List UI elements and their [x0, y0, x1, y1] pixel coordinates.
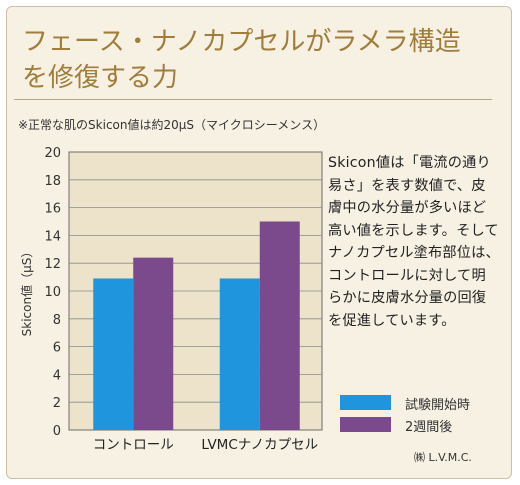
credit-text: ㈱ L.V.M.C. [414, 451, 472, 464]
bar-series-1 [93, 278, 134, 430]
y-tick-label: 14 [44, 229, 61, 244]
y-tick-label: 12 [44, 257, 61, 272]
bar-series-1 [219, 278, 260, 430]
y-axis-label: Skicon値（μS） [19, 246, 34, 337]
legend-label-series-2: 2週間後 [405, 420, 453, 435]
y-tick-label: 6 [53, 341, 61, 356]
chart-description: Skicon値は「電流の通り易さ」を表す数値で、皮膚中の水分量が多いほど高い値を… [328, 155, 500, 329]
bar-series-2 [259, 221, 300, 430]
y-tick-label: 20 [44, 146, 61, 161]
chart-note: ※正常な肌のSkicon値は約20μS（マイクロシーメンス） [18, 118, 326, 132]
y-tick-label: 16 [44, 202, 61, 217]
x-tick-label: LVMCナノカプセル [201, 437, 318, 453]
x-tick-label: コントロール [93, 437, 174, 453]
y-tick-label: 0 [53, 424, 61, 439]
page-title: フェース・ナノカプセルがラメラ構造を修復する力 [22, 27, 461, 93]
y-tick-label: 18 [44, 174, 61, 189]
y-tick-label: 8 [53, 313, 61, 328]
y-tick-label: 2 [53, 396, 61, 411]
y-tick-label: 10 [44, 285, 61, 300]
legend-label-series-1: 試験開始時 [405, 398, 471, 413]
legend-swatch-series-2 [340, 417, 391, 432]
bar-series-2 [133, 257, 174, 430]
legend-swatch-series-1 [340, 395, 391, 410]
y-tick-label: 4 [53, 368, 61, 383]
divider [14, 99, 492, 100]
